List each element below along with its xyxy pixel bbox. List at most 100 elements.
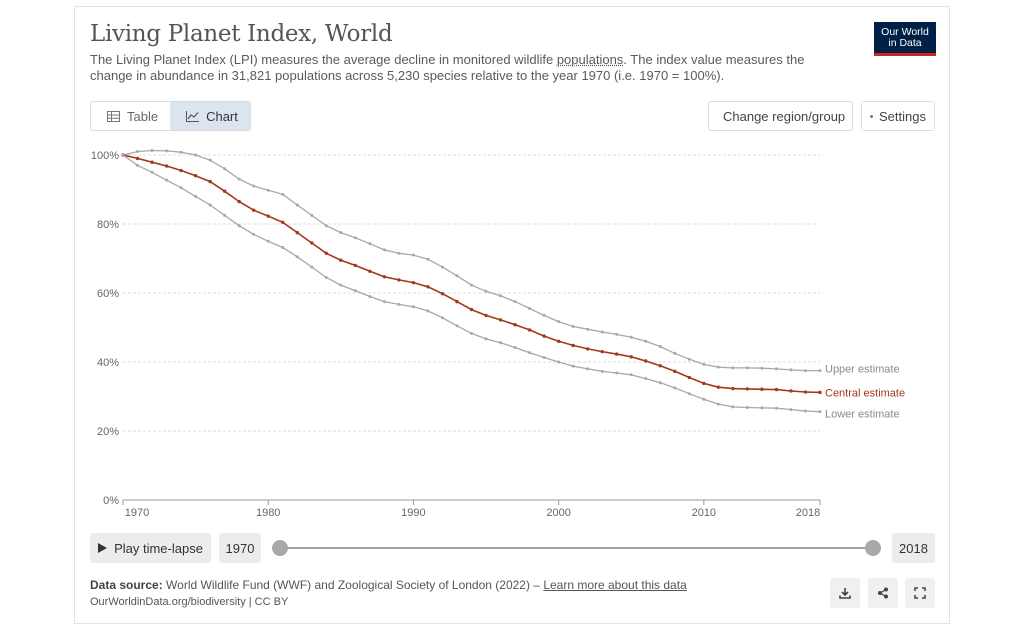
data-point-upper-estimate[interactable] — [310, 213, 314, 217]
data-point-upper-estimate[interactable] — [528, 307, 532, 311]
data-point-lower-estimate[interactable] — [266, 239, 270, 243]
data-point-upper-estimate[interactable] — [789, 368, 793, 372]
share-button[interactable] — [868, 578, 898, 608]
tab-table[interactable]: Table — [91, 102, 170, 130]
timeline-track[interactable] — [280, 547, 874, 549]
data-point-lower-estimate[interactable] — [324, 275, 328, 279]
data-point-central-estimate[interactable] — [673, 369, 677, 374]
data-point-upper-estimate[interactable] — [339, 231, 343, 235]
data-point-lower-estimate[interactable] — [644, 377, 648, 381]
data-point-lower-estimate[interactable] — [687, 392, 691, 396]
data-point-upper-estimate[interactable] — [644, 339, 648, 343]
data-point-central-estimate[interactable] — [585, 347, 590, 351]
change-region-button[interactable]: Change region/group — [708, 101, 853, 131]
data-point-central-estimate[interactable] — [251, 208, 256, 212]
data-point-lower-estimate[interactable] — [818, 410, 822, 414]
tab-chart[interactable]: Chart — [170, 102, 250, 130]
data-point-lower-estimate[interactable] — [731, 405, 735, 409]
data-point-lower-estimate[interactable] — [382, 300, 386, 304]
series-line-upper-estimate[interactable] — [122, 149, 820, 372]
data-point-upper-estimate[interactable] — [760, 366, 764, 370]
data-point-lower-estimate[interactable] — [353, 289, 357, 293]
data-point-upper-estimate[interactable] — [266, 188, 270, 192]
data-point-central-estimate[interactable] — [615, 352, 619, 356]
data-point-lower-estimate[interactable] — [150, 170, 154, 174]
data-point-lower-estimate[interactable] — [774, 406, 778, 410]
data-point-central-estimate[interactable] — [295, 230, 299, 235]
data-point-central-estimate[interactable] — [222, 189, 227, 193]
data-point-central-estimate[interactable] — [164, 164, 169, 168]
data-point-upper-estimate[interactable] — [818, 369, 822, 373]
data-point-lower-estimate[interactable] — [208, 203, 212, 207]
data-point-upper-estimate[interactable] — [687, 357, 691, 361]
data-point-upper-estimate[interactable] — [629, 335, 633, 339]
data-point-central-estimate[interactable] — [774, 387, 779, 392]
data-point-upper-estimate[interactable] — [658, 344, 662, 348]
data-point-central-estimate[interactable] — [803, 390, 808, 394]
data-point-lower-estimate[interactable] — [281, 245, 285, 249]
data-point-central-estimate[interactable] — [644, 359, 648, 363]
data-point-lower-estimate[interactable] — [310, 265, 314, 269]
data-point-upper-estimate[interactable] — [368, 242, 372, 246]
data-point-upper-estimate[interactable] — [745, 366, 749, 370]
play-timelapse-button[interactable]: Play time-lapse — [90, 533, 211, 563]
data-point-lower-estimate[interactable] — [470, 331, 473, 335]
owid-logo[interactable]: Our World in Data — [874, 22, 936, 56]
data-point-upper-estimate[interactable] — [600, 330, 604, 334]
data-point-upper-estimate[interactable] — [716, 365, 720, 369]
data-point-lower-estimate[interactable] — [702, 397, 706, 401]
data-point-lower-estimate[interactable] — [411, 305, 415, 309]
data-point-lower-estimate[interactable] — [615, 371, 619, 375]
data-point-central-estimate[interactable] — [571, 343, 575, 348]
data-point-lower-estimate[interactable] — [194, 194, 198, 198]
data-point-central-estimate[interactable] — [440, 291, 445, 296]
data-point-upper-estimate[interactable] — [237, 177, 241, 181]
data-point-upper-estimate[interactable] — [542, 313, 546, 317]
data-point-lower-estimate[interactable] — [484, 337, 488, 341]
data-point-lower-estimate[interactable] — [629, 373, 633, 377]
data-point-upper-estimate[interactable] — [702, 362, 706, 366]
data-point-lower-estimate[interactable] — [658, 381, 662, 385]
data-point-lower-estimate[interactable] — [121, 153, 125, 157]
data-point-central-estimate[interactable] — [629, 355, 633, 359]
data-point-lower-estimate[interactable] — [716, 402, 720, 406]
data-point-central-estimate[interactable] — [397, 278, 401, 282]
populations-link[interactable]: populations — [556, 52, 624, 67]
data-point-upper-estimate[interactable] — [586, 327, 590, 331]
data-point-upper-estimate[interactable] — [557, 320, 561, 324]
data-point-central-estimate[interactable] — [455, 299, 459, 304]
data-point-central-estimate[interactable] — [658, 364, 662, 368]
data-point-lower-estimate[interactable] — [499, 341, 503, 345]
data-point-lower-estimate[interactable] — [397, 302, 401, 306]
data-point-upper-estimate[interactable] — [615, 332, 619, 336]
data-point-lower-estimate[interactable] — [426, 309, 430, 313]
data-point-lower-estimate[interactable] — [557, 360, 561, 364]
data-point-central-estimate[interactable] — [498, 318, 503, 322]
data-point-central-estimate[interactable] — [760, 387, 764, 391]
data-point-lower-estimate[interactable] — [528, 351, 532, 355]
data-point-central-estimate[interactable] — [542, 334, 546, 338]
data-point-central-estimate[interactable] — [426, 285, 430, 289]
data-point-central-estimate[interactable] — [179, 168, 183, 173]
data-point-lower-estimate[interactable] — [789, 408, 793, 412]
data-point-central-estimate[interactable] — [382, 275, 387, 279]
data-point-lower-estimate[interactable] — [673, 386, 677, 390]
data-point-central-estimate[interactable] — [556, 339, 561, 343]
data-point-lower-estimate[interactable] — [586, 367, 590, 371]
data-point-upper-estimate[interactable] — [281, 192, 285, 196]
data-point-central-estimate[interactable] — [135, 156, 140, 161]
data-point-lower-estimate[interactable] — [136, 163, 140, 167]
data-point-central-estimate[interactable] — [702, 381, 706, 386]
data-point-upper-estimate[interactable] — [382, 248, 386, 252]
data-point-lower-estimate[interactable] — [542, 356, 546, 360]
data-point-upper-estimate[interactable] — [774, 367, 778, 371]
data-point-upper-estimate[interactable] — [136, 150, 140, 154]
data-point-central-estimate[interactable] — [237, 199, 241, 204]
data-point-central-estimate[interactable] — [208, 179, 212, 184]
data-point-central-estimate[interactable] — [469, 307, 474, 312]
data-point-central-estimate[interactable] — [513, 323, 517, 327]
data-point-upper-estimate[interactable] — [179, 150, 183, 154]
data-point-upper-estimate[interactable] — [571, 324, 575, 328]
data-point-central-estimate[interactable] — [745, 387, 750, 391]
data-point-upper-estimate[interactable] — [484, 289, 488, 293]
